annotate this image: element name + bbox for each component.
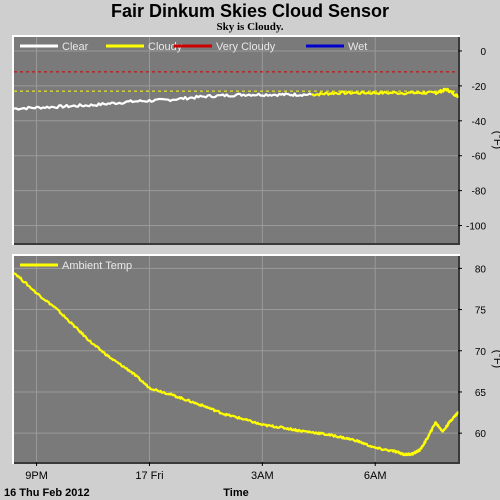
y-tick-label: 65 — [475, 388, 487, 399]
x-axis-date-label: 16 Thu Feb 2012 — [4, 487, 90, 499]
x-tick-label: 17 Fri — [135, 470, 163, 482]
series-line-cloudy — [311, 87, 459, 99]
legend-label: Wet — [348, 41, 367, 53]
x-tick-label: 3AM — [251, 470, 274, 482]
x-axis-label: Time — [223, 487, 248, 499]
y-tick-label: -20 — [472, 82, 487, 93]
series-line-clear — [13, 92, 312, 111]
plot-area-0 — [14, 37, 458, 243]
y-tick-label: 75 — [475, 306, 487, 317]
page-subtitle: Sky is Cloudy. — [216, 21, 284, 33]
legend-label: Very Cloudy — [216, 41, 276, 53]
legend-label: Ambient Temp — [62, 260, 132, 272]
y-tick-label: -40 — [472, 117, 487, 128]
y-tick-label: 80 — [475, 264, 487, 275]
y-tick-label: -100 — [466, 222, 486, 233]
y-axis-label: (°F) — [491, 350, 500, 368]
page-title: Fair Dinkum Skies Cloud Sensor — [110, 1, 390, 21]
x-tick-label: 6AM — [364, 470, 387, 482]
y-tick-label: 0 — [480, 47, 486, 58]
x-tick-label: 9PM — [25, 470, 48, 482]
legend-label: Cloudy — [148, 41, 183, 53]
y-tick-label: -60 — [472, 152, 487, 163]
y-axis-label: (°F) — [491, 131, 500, 149]
y-tick-label: 60 — [475, 429, 487, 440]
plot-area-1 — [14, 256, 458, 462]
legend-label: Clear — [62, 41, 89, 53]
y-tick-label: 70 — [475, 347, 487, 358]
y-tick-label: -80 — [472, 187, 487, 198]
series-line-ambient-temp — [13, 272, 459, 457]
